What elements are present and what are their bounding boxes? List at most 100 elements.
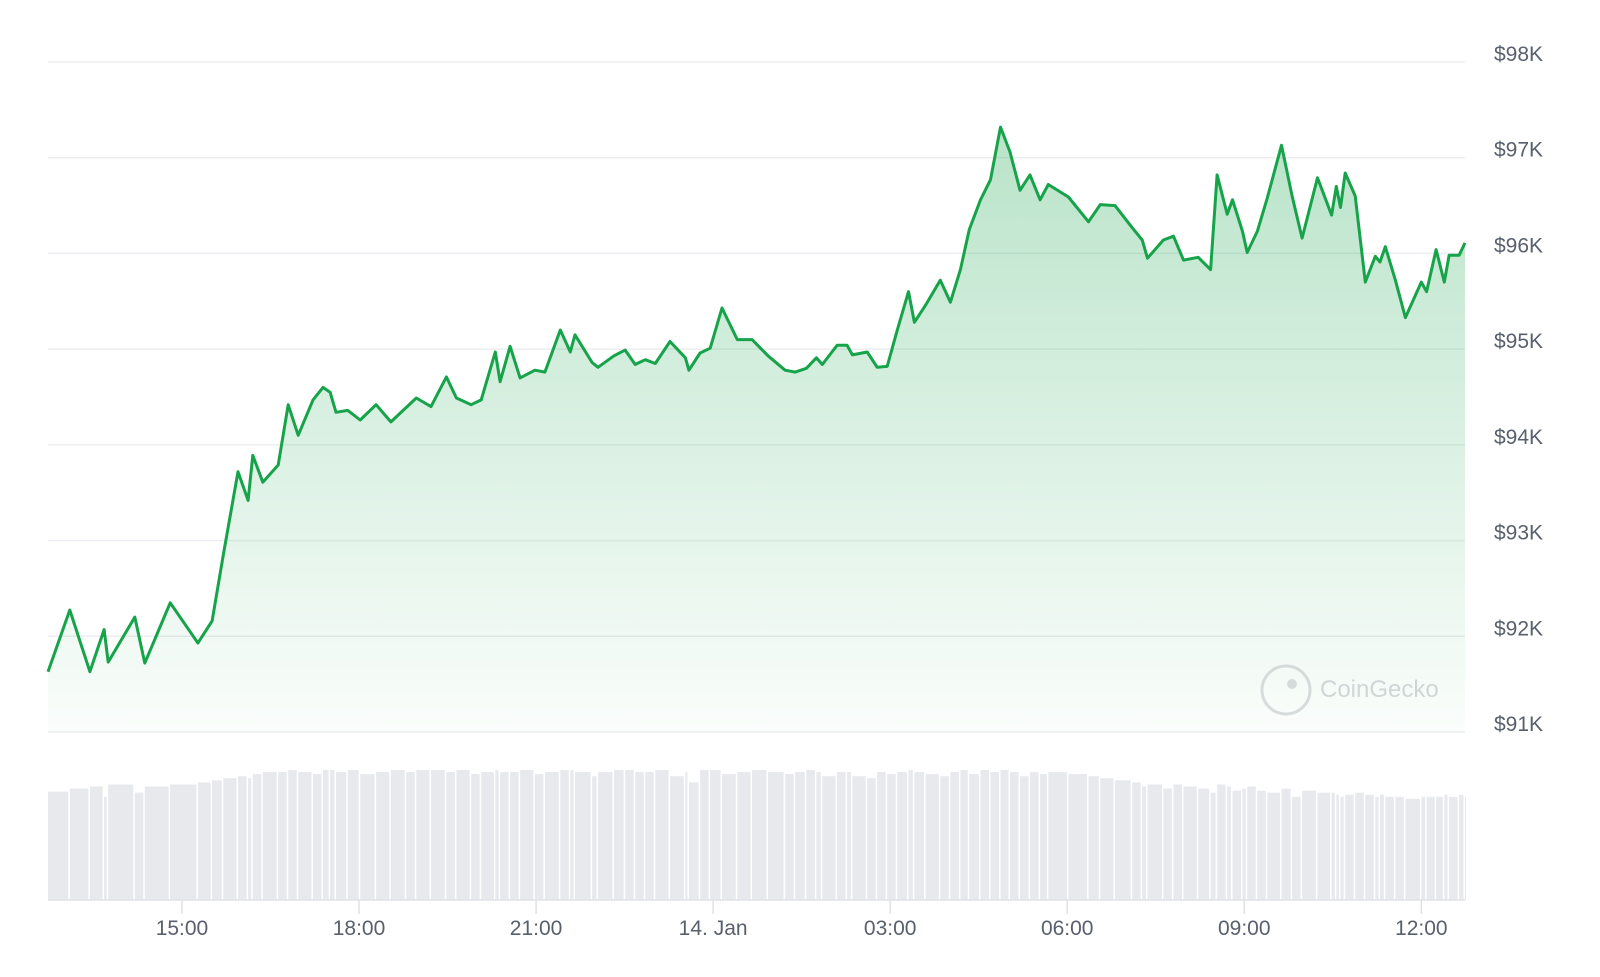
volume-bar: [1292, 796, 1301, 900]
volume-bar: [495, 770, 499, 900]
volume-bar: [645, 772, 654, 900]
volume-bar: [700, 770, 709, 900]
volume-bar: [877, 772, 886, 900]
watermark-text: CoinGecko: [1320, 676, 1439, 703]
volume-bar: [752, 770, 767, 900]
volume-bar: [1421, 796, 1426, 900]
volume-bar: [520, 770, 534, 900]
volume-bar: [360, 774, 375, 900]
volume-bar: [685, 772, 688, 900]
volume-bar: [1020, 776, 1029, 900]
volume-bar: [1436, 796, 1443, 900]
volume-bar: [278, 772, 287, 900]
volume-bar: [248, 778, 252, 900]
volume-bar: [1281, 788, 1291, 900]
volume-bar: [1198, 788, 1210, 900]
volume-bar: [1395, 796, 1404, 900]
volume-bar: [613, 770, 624, 900]
volume-bar: [170, 784, 197, 900]
volume-bar: [940, 776, 949, 900]
volume-bar: [500, 772, 509, 900]
volume-bar: [1048, 772, 1067, 900]
volume-bar: [1088, 776, 1099, 900]
volume-bar: [1365, 794, 1374, 900]
volume-bar: [1147, 784, 1162, 900]
y-tick-label: $98K: [1494, 43, 1543, 66]
volume-bar: [431, 770, 445, 900]
watermark: CoinGecko: [1260, 664, 1439, 716]
volume-bar: [197, 782, 211, 900]
volume-bar: [847, 772, 851, 900]
volume-bar: [1444, 794, 1448, 900]
volume-bar: [1247, 786, 1256, 900]
volume-bar: [252, 774, 262, 900]
volume-bar: [406, 772, 415, 900]
volume-bar: [1217, 784, 1226, 900]
volume-bar: [69, 788, 89, 900]
y-tick-label: $96K: [1494, 234, 1543, 257]
volume-bar: [1100, 778, 1114, 900]
volume-bar: [481, 772, 494, 900]
volume-bar: [262, 772, 277, 900]
x-tick-label: 03:00: [864, 917, 917, 940]
volume-bar: [655, 770, 669, 900]
volume-bar: [1163, 788, 1172, 900]
volume-bar: [785, 774, 794, 900]
watermark-logo: [1260, 664, 1312, 716]
volume-bar: [1000, 770, 1009, 900]
volume-bar: [969, 774, 979, 900]
volume-bar: [1317, 792, 1331, 900]
volume-bar: [806, 770, 815, 900]
volume-bar: [560, 770, 569, 900]
volume-bar: [1355, 792, 1364, 900]
x-tick-label: 18:00: [333, 917, 386, 940]
volume-bar: [223, 778, 237, 900]
volume-bar: [1257, 790, 1266, 900]
volume-bar: [1267, 792, 1280, 900]
volume-bar: [1345, 794, 1354, 900]
x-tick-label: 06:00: [1041, 917, 1094, 940]
x-tick-label: 12:00: [1395, 917, 1448, 940]
volume-bar: [144, 786, 169, 900]
volume-bar: [1449, 796, 1458, 900]
volume-bar: [897, 772, 907, 900]
volume-bar: [1232, 790, 1242, 900]
y-tick-label: $97K: [1494, 139, 1543, 162]
volume-bar: [534, 774, 544, 900]
price-area: [48, 127, 1465, 733]
volume-bar: [570, 770, 574, 900]
volume-bar: [134, 792, 144, 900]
x-tick-label: 14. Jan: [679, 917, 748, 940]
volume-bar: [852, 776, 866, 900]
volume-bar: [598, 772, 613, 900]
volume-bar: [1340, 796, 1344, 900]
volume-bar: [1405, 798, 1420, 900]
volume-bar: [347, 770, 359, 900]
volume-bar: [312, 774, 322, 900]
volume-bar: [925, 774, 939, 900]
y-tick-label: $93K: [1494, 522, 1543, 545]
volume-bar: [816, 772, 821, 900]
volume-bar: [446, 772, 455, 900]
volume-bar: [1385, 796, 1394, 900]
volume-bar: [1227, 786, 1231, 900]
volume-bar: [212, 780, 222, 900]
volume-bar: [688, 782, 699, 900]
volume-bar: [908, 770, 913, 900]
volume-bar: [89, 786, 103, 900]
volume-bar: [1426, 796, 1435, 900]
volume-bar: [330, 770, 335, 900]
volume-bar: [416, 770, 430, 900]
volume-bar: [1336, 794, 1339, 900]
volume-bar: [575, 772, 591, 900]
volume-bar: [867, 778, 876, 900]
volume-bar: [980, 770, 990, 900]
volume-bar: [48, 791, 69, 900]
volume-bar: [625, 770, 634, 900]
volume-bar: [1302, 790, 1316, 900]
volume-bar: [288, 770, 297, 900]
volume-bar: [795, 772, 805, 900]
watermark-eye: [1287, 679, 1297, 689]
y-tick-label: $95K: [1494, 330, 1543, 353]
